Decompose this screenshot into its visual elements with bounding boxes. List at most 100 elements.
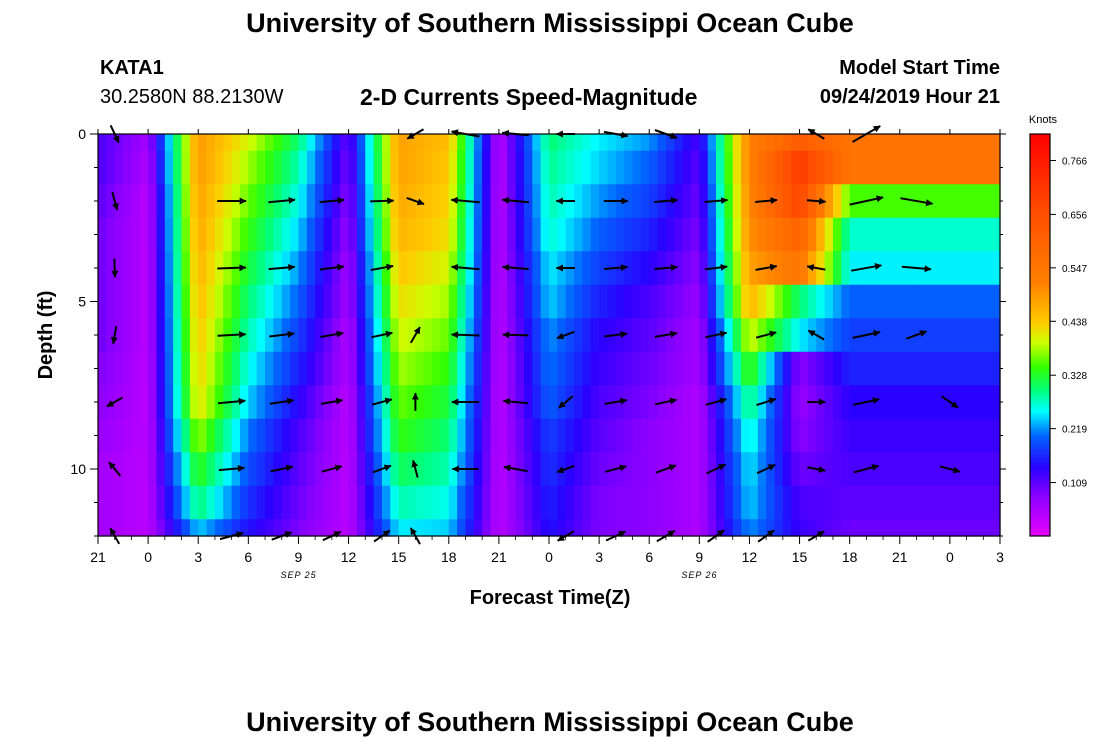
heatmap-cell bbox=[423, 134, 433, 152]
heatmap-cell bbox=[941, 485, 951, 520]
heatmap-cell bbox=[958, 284, 968, 319]
y-tick-label: 0 bbox=[78, 126, 86, 142]
heatmap-cell bbox=[966, 519, 976, 537]
heatmap-cell bbox=[523, 217, 533, 252]
heatmap-cell bbox=[891, 150, 901, 185]
heatmap-cell bbox=[799, 184, 809, 219]
heatmap-cell bbox=[323, 134, 333, 152]
heatmap-cell bbox=[98, 184, 107, 219]
heatmap-cell bbox=[674, 452, 684, 487]
heatmap-cell bbox=[582, 452, 592, 487]
heatmap-cell bbox=[841, 485, 851, 520]
heatmap-cell bbox=[164, 251, 174, 286]
current-vector bbox=[371, 330, 393, 339]
heatmap-cell bbox=[131, 519, 141, 537]
heatmap-cell bbox=[607, 519, 617, 537]
heatmap-cell bbox=[991, 318, 1001, 353]
heatmap-cell bbox=[774, 418, 784, 453]
heatmap-cell bbox=[974, 418, 984, 453]
heatmap-cell bbox=[941, 351, 951, 386]
heatmap-cell bbox=[123, 351, 133, 386]
heatmap-cell bbox=[657, 217, 667, 252]
heatmap-cell bbox=[256, 485, 266, 520]
heatmap-cell bbox=[749, 251, 759, 286]
heatmap-cell bbox=[883, 418, 893, 453]
heatmap-cell bbox=[866, 418, 876, 453]
heatmap-cell bbox=[690, 251, 700, 286]
heatmap-cell bbox=[181, 485, 191, 520]
heatmap-cell bbox=[657, 351, 667, 386]
heatmap-cell bbox=[791, 284, 801, 319]
heatmap-cell bbox=[315, 217, 325, 252]
heatmap-cell bbox=[574, 134, 584, 152]
heatmap-cell bbox=[181, 418, 191, 453]
heatmap-cell bbox=[498, 385, 508, 420]
heatmap-cell bbox=[123, 385, 133, 420]
heatmap-cell bbox=[824, 184, 834, 219]
heatmap-cell bbox=[131, 485, 141, 520]
heatmap-cell bbox=[173, 418, 183, 453]
heatmap-cell bbox=[273, 150, 283, 185]
heatmap-cell bbox=[640, 217, 650, 252]
heatmap-cell bbox=[398, 351, 408, 386]
heatmap-cell bbox=[473, 150, 483, 185]
heatmap-cell bbox=[908, 284, 918, 319]
heatmap-cell bbox=[757, 485, 767, 520]
heatmap-cell bbox=[139, 318, 149, 353]
heatmap-cell bbox=[173, 284, 183, 319]
heatmap-cell bbox=[173, 318, 183, 353]
heatmap-cell bbox=[139, 134, 149, 152]
heatmap-cell bbox=[665, 485, 675, 520]
heatmap-cell bbox=[649, 284, 659, 319]
heatmap-cell bbox=[699, 150, 709, 185]
heatmap-cell bbox=[682, 150, 692, 185]
current-vector bbox=[319, 196, 345, 204]
heatmap-cell bbox=[381, 519, 391, 537]
heatmap-cell bbox=[590, 418, 600, 453]
heatmap-cell bbox=[590, 351, 600, 386]
heatmap-cell bbox=[807, 485, 817, 520]
heatmap-cell bbox=[782, 418, 792, 453]
current-vector bbox=[370, 197, 395, 205]
heatmap-cell bbox=[766, 519, 776, 537]
heatmap-cell bbox=[131, 251, 141, 286]
heatmap-cell bbox=[482, 351, 492, 386]
heatmap-cell bbox=[306, 184, 316, 219]
heatmap-cell bbox=[590, 452, 600, 487]
heatmap-cell bbox=[448, 351, 458, 386]
heatmap-cell bbox=[858, 418, 867, 453]
heatmap-cell bbox=[423, 452, 433, 487]
heatmap-cell bbox=[340, 418, 350, 453]
heatmap-cell bbox=[490, 134, 500, 152]
current-vector bbox=[502, 263, 529, 271]
heatmap-cell bbox=[716, 150, 725, 185]
heatmap-cell bbox=[749, 452, 759, 487]
current-vector bbox=[705, 397, 727, 406]
heatmap-cell bbox=[490, 251, 500, 286]
heatmap-cell bbox=[381, 217, 391, 252]
heatmap-cell bbox=[549, 318, 558, 353]
heatmap-cell bbox=[724, 418, 734, 453]
heatmap-cell bbox=[774, 351, 784, 386]
heatmap-cell bbox=[440, 217, 450, 252]
heatmap-cell bbox=[565, 351, 575, 386]
heatmap-cell bbox=[958, 418, 968, 453]
heatmap-cell bbox=[432, 251, 442, 286]
heatmap-cell bbox=[540, 418, 550, 453]
date-label: SEP 25 bbox=[280, 570, 316, 580]
heatmap-cell bbox=[123, 217, 133, 252]
heatmap-cell bbox=[381, 284, 391, 319]
current-vector bbox=[807, 466, 826, 473]
station-id: KATA1 bbox=[100, 57, 164, 79]
heatmap-cell bbox=[883, 217, 893, 252]
current-vector bbox=[604, 397, 628, 405]
heatmap-cell bbox=[290, 418, 300, 453]
heatmap-cell bbox=[448, 217, 458, 252]
heatmap-cell bbox=[415, 485, 425, 520]
heatmap-cell bbox=[298, 134, 308, 152]
heatmap-cell bbox=[924, 485, 934, 520]
heatmap-cell bbox=[974, 217, 984, 252]
heatmap-cell bbox=[398, 134, 408, 152]
heatmap-cell bbox=[156, 318, 166, 353]
heatmap-cell bbox=[164, 184, 174, 219]
